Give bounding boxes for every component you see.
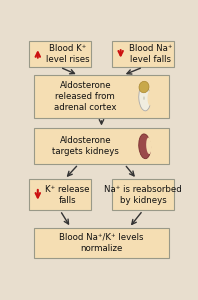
FancyBboxPatch shape	[34, 228, 169, 258]
Ellipse shape	[146, 137, 151, 154]
FancyBboxPatch shape	[34, 128, 169, 164]
Ellipse shape	[148, 91, 152, 106]
FancyBboxPatch shape	[112, 179, 174, 210]
Ellipse shape	[139, 85, 151, 111]
Text: Na⁺ is reabsorbed
by kidneys: Na⁺ is reabsorbed by kidneys	[104, 185, 182, 205]
Ellipse shape	[143, 96, 145, 100]
Text: Blood Na⁺
level falls: Blood Na⁺ level falls	[129, 44, 172, 64]
FancyBboxPatch shape	[112, 40, 174, 67]
Text: K⁺ release
falls: K⁺ release falls	[45, 185, 90, 205]
Text: Aldosterone
targets kidneys: Aldosterone targets kidneys	[52, 136, 119, 156]
Text: Aldosterone
released from
adrenal cortex: Aldosterone released from adrenal cortex	[54, 81, 116, 112]
Text: Blood K⁺
level rises: Blood K⁺ level rises	[46, 44, 89, 64]
FancyBboxPatch shape	[29, 179, 91, 210]
FancyBboxPatch shape	[34, 75, 169, 118]
Ellipse shape	[139, 134, 151, 159]
FancyBboxPatch shape	[29, 40, 91, 67]
Text: Blood Na⁺/K⁺ levels
normalize: Blood Na⁺/K⁺ levels normalize	[59, 233, 144, 253]
Ellipse shape	[139, 81, 149, 93]
